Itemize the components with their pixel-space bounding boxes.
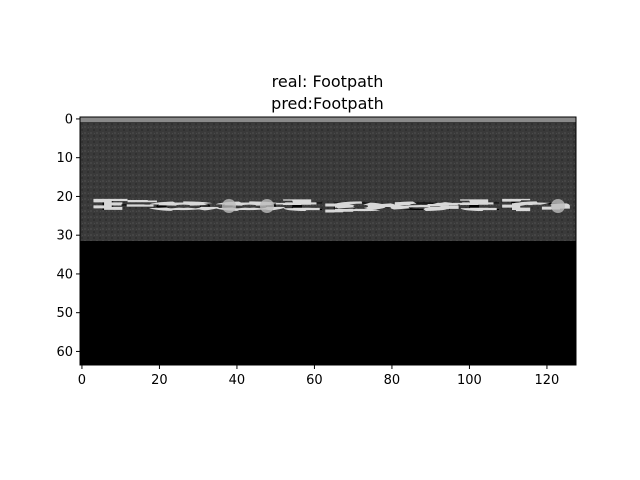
y-tick-label: 10 xyxy=(56,151,73,166)
plot-frame xyxy=(79,116,577,366)
image-word: Footpath xyxy=(92,199,570,214)
y-tick-label: 30 xyxy=(56,229,73,244)
chart-title-real: real: Footpath xyxy=(271,72,384,91)
y-axis: 0 10 20 30 40 50 60 xyxy=(56,112,80,360)
text-band-top-edge xyxy=(80,117,576,122)
y-tick-label: 60 xyxy=(56,345,73,360)
x-axis: 0 20 40 60 80 100 120 xyxy=(78,365,560,388)
text-band xyxy=(80,117,576,241)
y-tick-label: 50 xyxy=(56,306,73,321)
chart-title-pred: pred:Footpath xyxy=(271,94,384,113)
x-tick-label: 100 xyxy=(457,373,482,388)
y-tick-label: 20 xyxy=(56,190,73,205)
speck-1 xyxy=(222,199,236,213)
x-tick-label: 80 xyxy=(384,373,401,388)
x-tick-label: 0 xyxy=(78,373,86,388)
x-tick-label: 20 xyxy=(151,373,168,388)
x-tick-label: 40 xyxy=(229,373,246,388)
y-tick-label: 40 xyxy=(56,267,73,282)
x-tick-label: 120 xyxy=(535,373,560,388)
x-tick-label: 60 xyxy=(306,373,323,388)
y-tick-label: 0 xyxy=(65,112,73,127)
speck-3 xyxy=(551,199,565,213)
speck-2 xyxy=(260,199,274,213)
